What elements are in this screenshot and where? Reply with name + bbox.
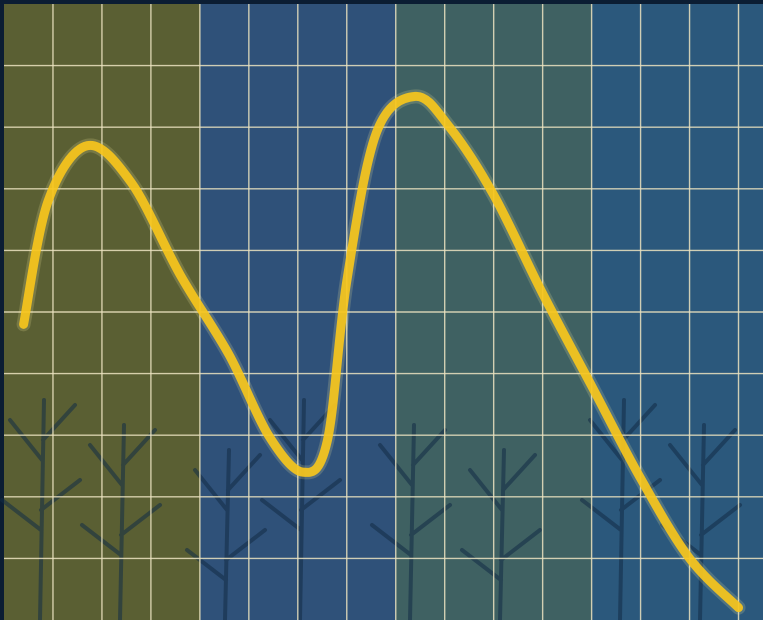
- tree-silhouette: [660, 423, 742, 620]
- tree-silhouettes: [0, 398, 742, 620]
- tree-silhouette: [0, 398, 82, 620]
- tree-silhouette: [80, 423, 162, 620]
- tree-silhouette: [185, 448, 267, 620]
- tree-silhouette: [370, 423, 452, 620]
- grid-lines: [4, 4, 763, 620]
- tree-silhouette: [460, 448, 542, 620]
- tree-silhouette: [260, 398, 342, 620]
- tree-silhouette: [580, 398, 662, 620]
- series-line-0: [19, 91, 744, 613]
- series-group: [16, 89, 746, 615]
